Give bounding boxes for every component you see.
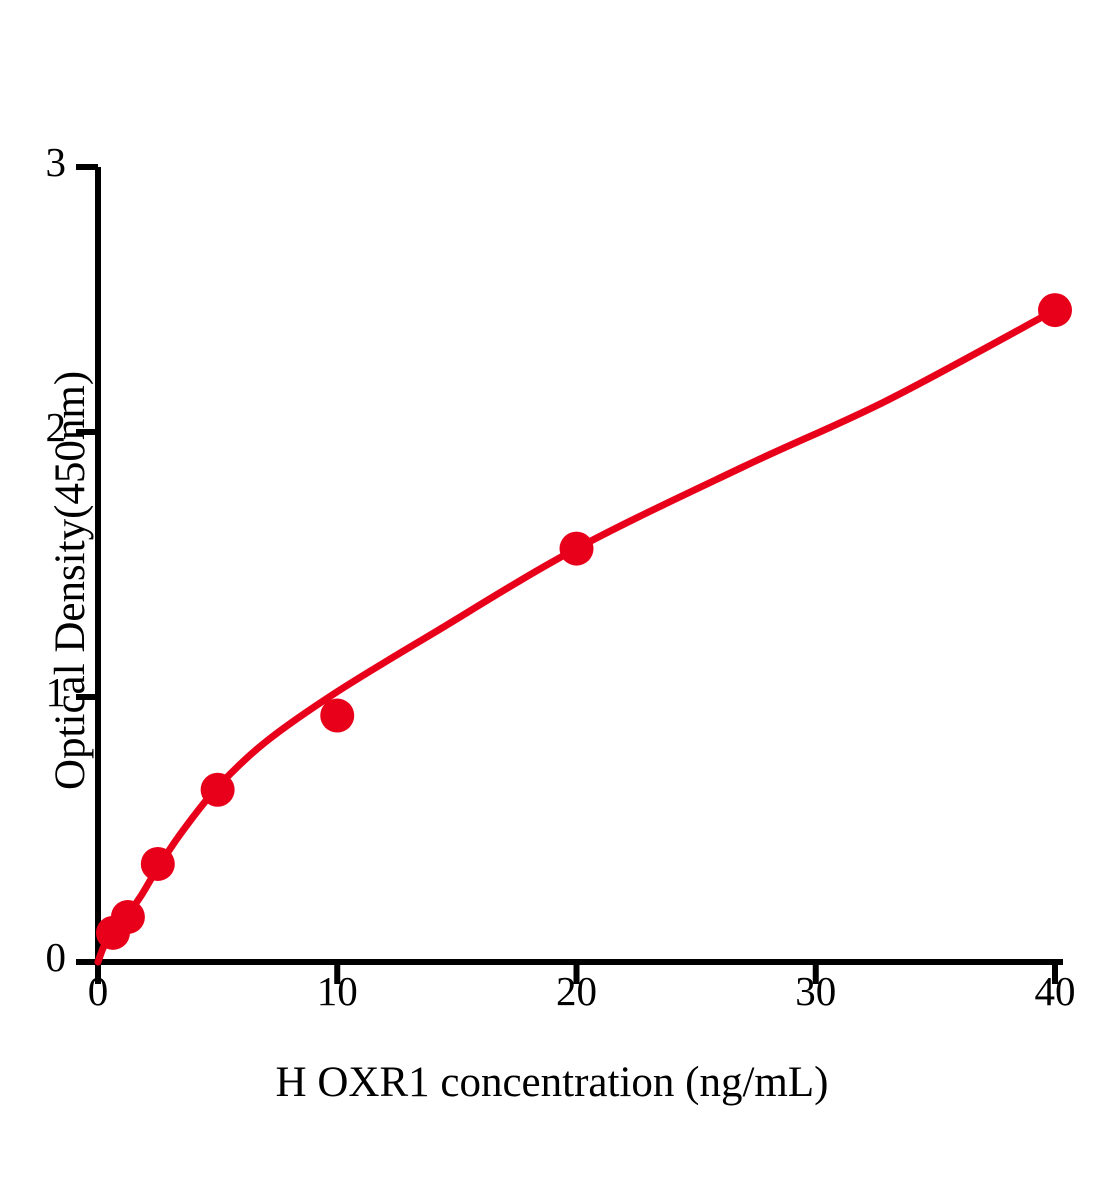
data-point — [110, 899, 145, 934]
y-tick-label: 0 — [45, 934, 67, 980]
y-tick-label: 3 — [45, 139, 67, 185]
fitted-curve — [94, 306, 1059, 966]
data-point — [320, 698, 355, 733]
x-tick-label: 20 — [556, 968, 597, 1014]
x-tick-label: 10 — [316, 968, 358, 1014]
axes-group — [76, 164, 1063, 984]
data-point — [1038, 293, 1072, 328]
data-point — [140, 846, 175, 881]
data-points-group — [95, 293, 1072, 950]
x-axis-title: H OXR1 concentration (ng/mL) — [275, 1059, 829, 1106]
data-point — [559, 531, 594, 566]
data-point — [200, 772, 235, 807]
x-tick-label: 30 — [795, 968, 837, 1014]
y-tick-label: 1 — [45, 669, 67, 715]
x-tick-label: 0 — [87, 968, 109, 1014]
x-tick-label: 40 — [1034, 968, 1076, 1014]
y-tick-label: 2 — [45, 404, 67, 450]
